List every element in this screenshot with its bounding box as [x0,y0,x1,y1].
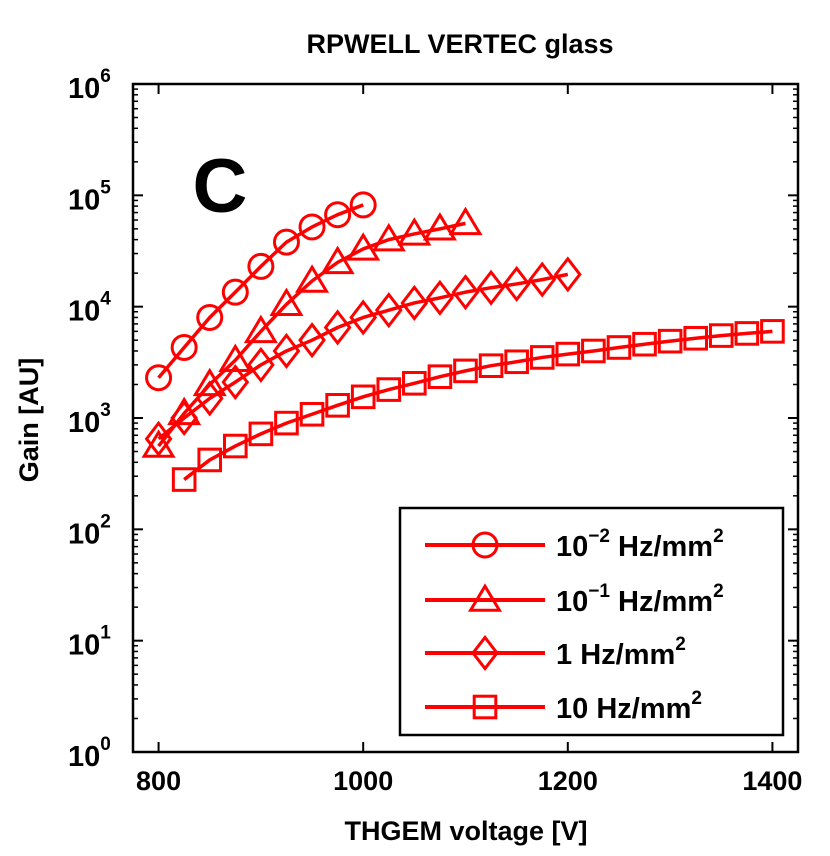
data-point [298,322,326,359]
legend-marker [471,634,499,672]
data-point [196,303,224,331]
data-point [269,287,304,317]
data-point [170,399,199,437]
legend-marker [472,694,498,720]
data-point [422,212,457,241]
data-point [400,284,429,322]
data-point [299,401,325,427]
chart-title: RPWELL VERTEC glass [306,29,613,59]
data-point [374,292,403,329]
x-axis-label: THGEM voltage [V] [344,816,587,846]
data-point [376,377,402,402]
series-line [183,329,773,481]
data-point [145,364,173,392]
legend-label: 10−2 Hz/mm2 [556,526,724,563]
data-point [298,213,326,241]
data-point [632,331,657,357]
data-point [734,321,760,346]
panel-label: C [193,144,248,229]
data-point [427,364,453,389]
data-point [371,222,406,252]
x-tick-label: 800 [136,766,181,796]
y-tick-label: 104 [68,289,111,328]
y-tick-label: 103 [68,400,111,439]
y-tick-label: 102 [68,511,111,550]
data-point [504,349,529,375]
data-point [657,328,683,354]
data-point [426,279,454,316]
series-line [157,203,364,379]
data-point [760,319,785,344]
data-point [453,358,478,384]
legend-marker [471,531,499,559]
x-tick-label: 1400 [742,766,802,796]
legend-label: 10 Hz/mm2 [556,688,702,725]
data-point [349,191,377,219]
data-point [708,323,734,348]
series-square [171,319,785,492]
legend-entry: 10 Hz/mm2 [425,688,702,725]
x-tick-label: 1000 [333,766,393,796]
data-point [402,370,427,396]
data-point [323,309,352,346]
data-point [248,421,274,447]
data-point [448,206,483,236]
data-point [247,252,275,280]
series-diamond [144,256,582,457]
legend-entry: 1 Hz/mm2 [425,634,686,672]
data-point [683,325,708,351]
data-point [294,264,330,293]
legend-marker [467,583,503,612]
data-point [502,265,531,303]
data-point [272,332,301,370]
data-point [218,343,253,372]
legend-label: 1 Hz/mm2 [556,634,686,671]
data-point [221,278,249,306]
data-point [349,299,378,336]
data-point [529,345,555,370]
data-point [350,384,376,410]
data-point [324,201,352,229]
data-point [243,314,278,344]
data-point [478,353,504,378]
data-point [246,346,275,383]
series-circle [145,191,377,392]
data-point [555,341,581,367]
data-point [325,393,350,418]
data-point [397,217,432,246]
y-tick-label: 101 [68,623,111,662]
y-tick-label: 100 [68,734,111,773]
legend-entry: 10−2 Hz/mm2 [425,526,724,563]
data-point [272,228,300,256]
data-point [451,274,480,311]
data-point [223,433,248,459]
y-tick-label: 106 [68,66,111,105]
x-tick-label: 1200 [538,766,598,796]
data-point [274,410,299,436]
y-axis-label: Gain [AU] [14,358,44,483]
data-point [528,261,557,298]
data-point [221,364,250,401]
data-point [606,335,632,360]
data-point [170,333,198,361]
data-point [144,420,173,457]
data-point [346,232,381,261]
data-point [553,256,582,293]
data-point [320,245,355,275]
data-point [477,269,505,306]
data-point [197,447,223,473]
data-point [195,380,224,417]
y-tick-label: 105 [68,177,111,216]
legend-entry: 10−1 Hz/mm2 [425,581,724,618]
legend-label: 10−1 Hz/mm2 [556,581,724,618]
data-point [192,367,227,397]
data-point [581,338,606,364]
data-point [171,467,197,492]
